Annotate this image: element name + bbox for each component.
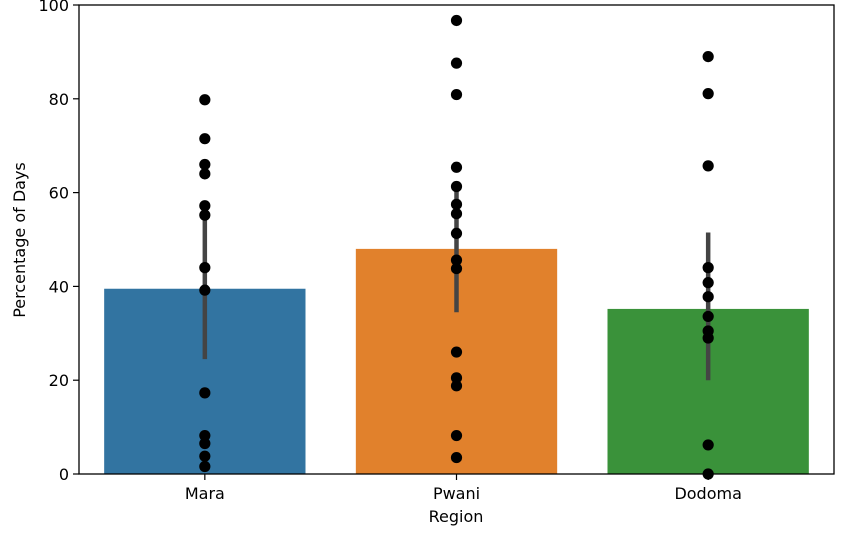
point-dodoma-8 [702,332,714,344]
point-pwani-1 [450,57,463,69]
x-axis: Mara Pwani Dodoma [185,474,742,503]
point-mara-10 [199,437,211,450]
point-pwani-14 [450,451,463,464]
point-mara-8 [199,387,211,399]
point-dodoma-5 [702,291,714,303]
point-mara-7 [199,284,211,296]
point-pwani-4 [450,180,463,193]
point-mara-4 [199,200,211,212]
point-mara-9 [199,429,211,442]
point-pwani-8 [450,254,463,266]
x-axis-label: Region [429,507,484,526]
point-dodoma-4 [702,277,714,289]
x-tick-label-pwani: Pwani [433,484,480,503]
point-pwani-5 [450,198,463,210]
point-dodoma-9 [702,439,714,451]
y-tick-label: 60 [49,184,69,203]
point-pwani-12 [450,380,463,392]
point-pwani-10 [450,346,463,358]
x-tick-label-dodoma: Dodoma [674,484,741,503]
y-tick-label: 80 [49,90,69,109]
y-axis: 0 20 40 60 80 100 [38,0,79,484]
point-mara-5 [199,209,211,221]
point-dodoma-1 [702,88,714,100]
point-pwani-3 [450,161,463,173]
point-pwani-2 [450,88,463,101]
y-tick-label: 0 [59,465,69,484]
point-pwani-11 [450,372,463,384]
point-pwani-0 [450,14,463,27]
point-pwani-6 [450,208,463,220]
point-mara-11 [199,450,211,462]
y-axis-label: Percentage of Days [10,162,29,318]
x-tick-label-mara: Mara [185,484,225,503]
point-dodoma-0 [702,50,714,63]
point-mara-0 [199,94,211,106]
point-dodoma-2 [702,160,714,172]
point-mara-6 [199,262,211,274]
point-mara-12 [199,460,211,473]
point-dodoma-6 [702,310,714,323]
point-dodoma-3 [702,262,714,274]
point-mara-3 [199,168,211,180]
y-tick-label: 100 [38,0,69,15]
point-pwani-9 [450,262,463,275]
data-points-group [199,14,714,480]
point-mara-2 [199,158,211,171]
point-pwani-7 [450,227,463,240]
point-mara-1 [199,133,211,145]
y-tick-label: 20 [49,371,69,390]
y-tick-label: 40 [49,277,69,296]
point-pwani-13 [450,429,463,442]
